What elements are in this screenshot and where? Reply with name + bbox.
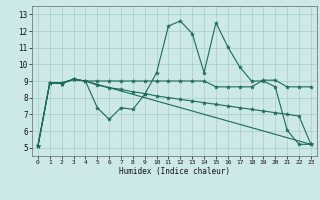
X-axis label: Humidex (Indice chaleur): Humidex (Indice chaleur)	[119, 167, 230, 176]
